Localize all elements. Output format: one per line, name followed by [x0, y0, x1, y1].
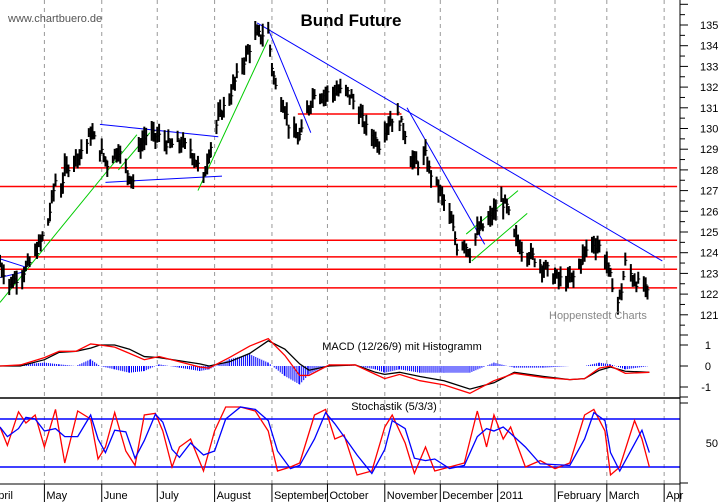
- macd-tick-label: -1: [701, 382, 711, 394]
- price-tick-label: 129: [700, 144, 718, 156]
- trendline: [0, 258, 27, 268]
- month-label: December: [442, 490, 493, 502]
- month-label: November: [387, 490, 438, 502]
- stochastic-k-line: [0, 406, 650, 477]
- month-label: July: [159, 490, 179, 502]
- price-tick-label: 128: [700, 165, 718, 177]
- trendline: [256, 22, 663, 262]
- price-tick-label: 134: [700, 41, 718, 53]
- month-label: September: [274, 490, 328, 502]
- month-label: October: [329, 490, 368, 502]
- macd-title: MACD (12/26/9) mit Histogramm: [322, 341, 482, 353]
- month-label: 2011: [500, 490, 524, 502]
- macd-line: [0, 337, 650, 395]
- price-tick-label: 132: [700, 82, 718, 94]
- watermark: Hoppenstedt Charts: [549, 310, 647, 322]
- trendline: [406, 107, 486, 245]
- month-label: August: [217, 490, 251, 502]
- price-tick-label: 122: [700, 289, 718, 301]
- price-tick-label: 125: [700, 227, 718, 239]
- price-tick-label: 127: [700, 186, 718, 198]
- stochastic-panel: [0, 406, 680, 477]
- source-label: www.chartbuero.de: [7, 13, 102, 25]
- stochastic-d-line: [0, 406, 650, 475]
- channel-line: [197, 39, 269, 191]
- trendline: [267, 28, 312, 133]
- stochastic-title: Stochastik (5/3/3): [351, 401, 437, 413]
- macd-panel: [0, 337, 650, 395]
- price-tick-label: 133: [700, 61, 718, 73]
- chart-title: Bund Future: [300, 11, 401, 30]
- price-tick-label: 121: [700, 310, 718, 322]
- month-label: Apr: [666, 490, 683, 502]
- price-tick-label: 126: [700, 206, 718, 218]
- month-label: February: [557, 490, 602, 502]
- macd-tick-label: 0: [705, 361, 711, 373]
- price-tick-label: 131: [700, 103, 718, 115]
- month-label: April: [0, 490, 13, 502]
- price-tick-label: 123: [700, 268, 718, 280]
- stochastic-tick-label: 50: [706, 438, 718, 450]
- grid-lines: [43, 0, 665, 484]
- month-label: March: [609, 490, 640, 502]
- price-tick-label: 135: [700, 20, 718, 32]
- month-label: May: [46, 490, 67, 502]
- channel-line: [471, 212, 528, 262]
- month-label: June: [104, 490, 128, 502]
- macd-tick-label: 1: [705, 340, 711, 352]
- price-tick-label: 130: [700, 124, 718, 136]
- price-panel: [0, 21, 678, 315]
- price-tick-label: 124: [700, 248, 718, 260]
